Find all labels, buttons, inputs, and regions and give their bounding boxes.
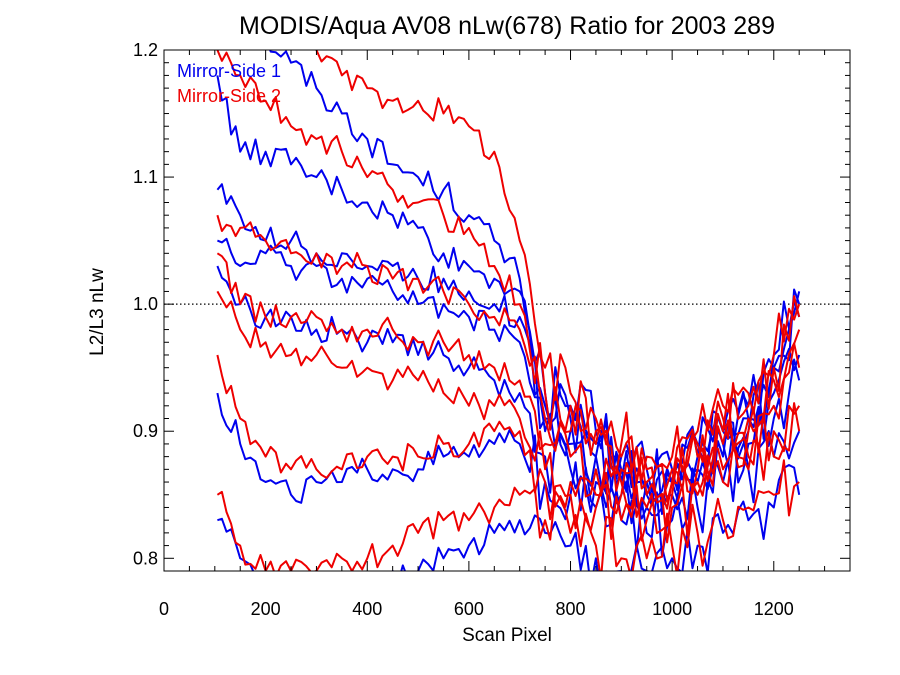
x-tick-label: 1200 xyxy=(754,599,794,619)
series-line-mirror-side-2 xyxy=(315,50,801,481)
x-axis-title: Scan Pixel xyxy=(462,625,552,646)
series-line-mirror-side-2 xyxy=(216,252,801,510)
x-axis: 0 200 400 600 800 1000 1200 xyxy=(159,50,851,619)
y-tick-label: 1.1 xyxy=(133,167,158,187)
x-tick-label: 600 xyxy=(454,599,484,619)
chart-title: MODIS/Aqua AV08 nLw(678) Ratio for 2003 … xyxy=(239,12,775,40)
x-tick-label: 0 xyxy=(159,599,169,619)
series-line-mirror-side-1 xyxy=(217,464,801,571)
legend-entry-mirror-side-2: Mirror-Side 2 xyxy=(177,86,281,106)
y-tick-label: 0.9 xyxy=(133,421,158,441)
legend-entry-mirror-side-1: Mirror-Side 1 xyxy=(177,61,281,81)
series-line-mirror-side-2 xyxy=(216,214,801,503)
x-tick-label: 400 xyxy=(352,599,382,619)
series-line-mirror-side-1 xyxy=(216,265,801,525)
legend: Mirror-Side 1 Mirror-Side 2 xyxy=(177,61,281,106)
x-tick-label: 200 xyxy=(251,599,281,619)
series-line-mirror-side-2 xyxy=(216,354,801,544)
y-tick-label: 1.0 xyxy=(133,294,158,314)
x-tick-label: 1000 xyxy=(652,599,692,619)
series-line-mirror-side-1 xyxy=(216,392,801,558)
y-axis: 0.8 0.9 1.0 1.1 1.2 xyxy=(133,40,850,572)
series-line-mirror-side-2 xyxy=(216,290,801,535)
series-line-mirror-side-2 xyxy=(216,50,801,504)
series-line-mirror-side-1 xyxy=(269,50,801,493)
y-tick-label: 1.2 xyxy=(133,40,158,60)
y-axis-title: L2/L3 nLw xyxy=(87,268,108,356)
x-tick-label: 800 xyxy=(555,599,585,619)
plot-frame xyxy=(163,49,851,572)
series-line-mirror-side-2 xyxy=(216,459,800,571)
y-tick-label: 0.8 xyxy=(133,548,158,568)
series-layer xyxy=(216,50,801,571)
